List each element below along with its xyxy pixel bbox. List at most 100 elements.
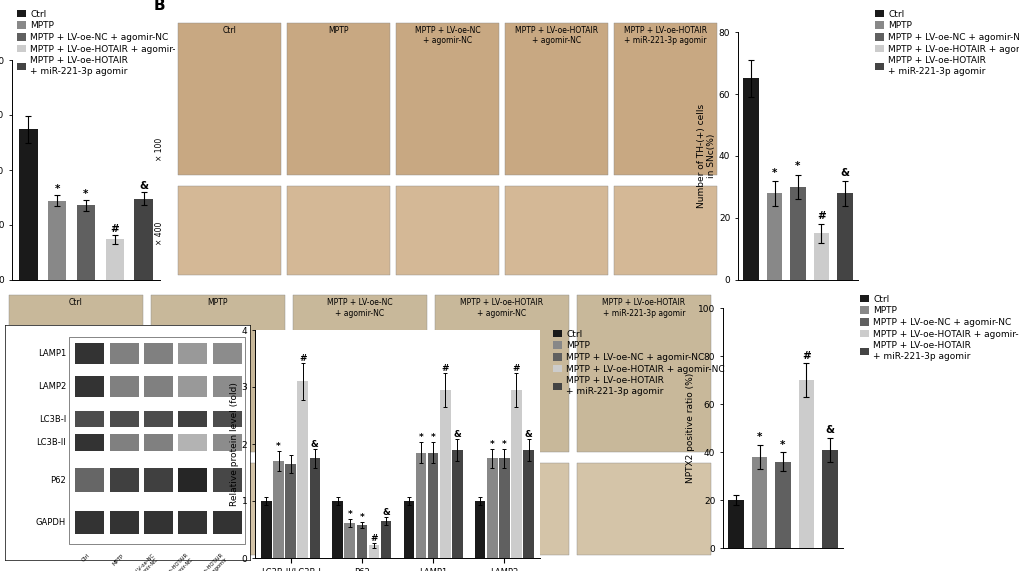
Text: &: & [453, 430, 461, 439]
Text: *: * [489, 440, 494, 449]
Bar [292, 463, 427, 554]
Text: &: & [840, 168, 849, 178]
Text: LC3B-I: LC3B-I [39, 415, 66, 424]
Bar [178, 343, 207, 364]
Text: Ctrl: Ctrl [81, 553, 91, 563]
Bar [286, 186, 390, 275]
Legend: Ctrl, MPTP, MPTP + LV-oe-NC + agomir-NC, MPTP + LV-oe-HOTAIR + agomir-NC, MPTP +: Ctrl, MPTP, MPTP + LV-oe-NC + agomir-NC,… [552, 329, 723, 396]
Bar [743, 78, 758, 280]
Text: #: # [513, 364, 520, 373]
Text: MPTP + LV-oe-HOTAIR
+ agomir-NC: MPTP + LV-oe-HOTAIR + agomir-NC [460, 298, 543, 317]
Bar [766, 193, 782, 280]
Bar [273, 461, 283, 558]
Bar [75, 510, 104, 534]
Bar [144, 435, 173, 451]
Bar [144, 411, 173, 427]
Text: *: * [54, 184, 60, 194]
Bar [475, 501, 485, 558]
Text: #: # [816, 211, 825, 221]
Bar [395, 23, 498, 175]
Bar [75, 411, 104, 427]
Y-axis label: Relative protein level (fold): Relative protein level (fold) [229, 382, 238, 506]
Bar [144, 376, 173, 397]
Bar [285, 464, 296, 558]
Bar [178, 468, 207, 492]
Bar [135, 199, 153, 280]
Text: Ctrl: Ctrl [222, 26, 236, 35]
Bar [68, 337, 245, 544]
Bar [109, 343, 139, 364]
Bar [498, 459, 510, 558]
Text: &: & [382, 508, 389, 517]
Bar [178, 411, 207, 427]
Text: MPTP + LV-oe-HOTAIR
+ agomir-NC: MPTP + LV-oe-HOTAIR + agomir-NC [515, 26, 597, 45]
Bar [212, 376, 242, 397]
Bar [212, 468, 242, 492]
Bar [151, 463, 285, 554]
Bar [109, 468, 139, 492]
Bar [8, 295, 144, 452]
Text: MPTP + LV-oe-HOTAIR
+ miR-221-3p agomir: MPTP + LV-oe-HOTAIR + miR-221-3p agomir [602, 298, 685, 317]
Text: LAMP1: LAMP1 [38, 349, 66, 357]
Bar [504, 186, 607, 275]
Bar [76, 205, 96, 280]
Bar [813, 234, 828, 280]
Text: #: # [801, 351, 810, 361]
Text: *: * [756, 432, 761, 443]
Bar [75, 343, 104, 364]
Text: &: & [311, 440, 318, 449]
Bar [212, 343, 242, 364]
Text: *: * [84, 188, 89, 199]
Text: × 100: × 100 [155, 138, 164, 160]
Bar [75, 468, 104, 492]
Text: B: B [153, 0, 165, 13]
Bar [298, 381, 308, 558]
Bar [504, 23, 607, 175]
Bar [613, 186, 716, 275]
Text: *: * [771, 168, 776, 178]
Bar [75, 435, 104, 451]
Text: MPTP + LV-oe-NC
+ agomir-NC: MPTP + LV-oe-NC + agomir-NC [119, 553, 159, 571]
Bar [821, 449, 837, 548]
Bar [212, 411, 242, 427]
Bar [177, 186, 281, 275]
Bar [178, 376, 207, 397]
Bar [8, 463, 144, 554]
Bar [109, 411, 139, 427]
Bar [576, 295, 711, 452]
Bar [451, 450, 463, 558]
Bar [292, 295, 427, 452]
Bar [344, 522, 355, 558]
Bar [18, 129, 38, 280]
Text: MPTP + LV-oe-NC
+ agomir-NC: MPTP + LV-oe-NC + agomir-NC [327, 298, 392, 317]
Bar [109, 376, 139, 397]
Y-axis label: Number of TH-(+) cells
in SNc(%): Number of TH-(+) cells in SNc(%) [696, 104, 715, 208]
Bar [357, 525, 367, 558]
Bar [177, 23, 281, 175]
Legend: Ctrl, MPTP, MPTP + LV-oe-NC + agomir-NC, MPTP + LV-oe-HOTAIR + agomir-NC, MPTP +: Ctrl, MPTP, MPTP + LV-oe-NC + agomir-NC,… [873, 10, 1019, 76]
Bar [751, 457, 766, 548]
Text: MPTP + LV-oe-HOTAIR
+ agomir-NC: MPTP + LV-oe-HOTAIR + agomir-NC [146, 553, 194, 571]
Text: MPTP + LV-oe-HOTAIR
+ miR-221-3p agomir: MPTP + LV-oe-HOTAIR + miR-221-3p agomir [624, 26, 706, 45]
Bar [212, 510, 242, 534]
Bar [368, 545, 379, 558]
Bar [728, 500, 743, 548]
Text: × 400: × 400 [155, 221, 164, 244]
Y-axis label: NPTX2 positive ratio (%): NPTX2 positive ratio (%) [686, 373, 695, 483]
Text: GAPDH: GAPDH [36, 518, 66, 527]
Bar [332, 501, 342, 558]
Text: P62: P62 [51, 476, 66, 485]
Text: LC3B-II: LC3B-II [37, 438, 66, 447]
Bar [427, 453, 438, 558]
Text: *: * [359, 513, 364, 521]
Bar [404, 501, 414, 558]
Text: #: # [370, 534, 377, 542]
Text: Ctrl: Ctrl [69, 298, 83, 307]
Text: MPTP: MPTP [208, 298, 228, 307]
Text: #: # [441, 364, 448, 373]
Bar [286, 23, 390, 175]
Bar [576, 463, 711, 554]
Text: MPTP + LV-oe-NC
+ agomir-NC: MPTP + LV-oe-NC + agomir-NC [415, 26, 480, 45]
Bar [486, 459, 497, 558]
Text: *: * [795, 162, 800, 171]
